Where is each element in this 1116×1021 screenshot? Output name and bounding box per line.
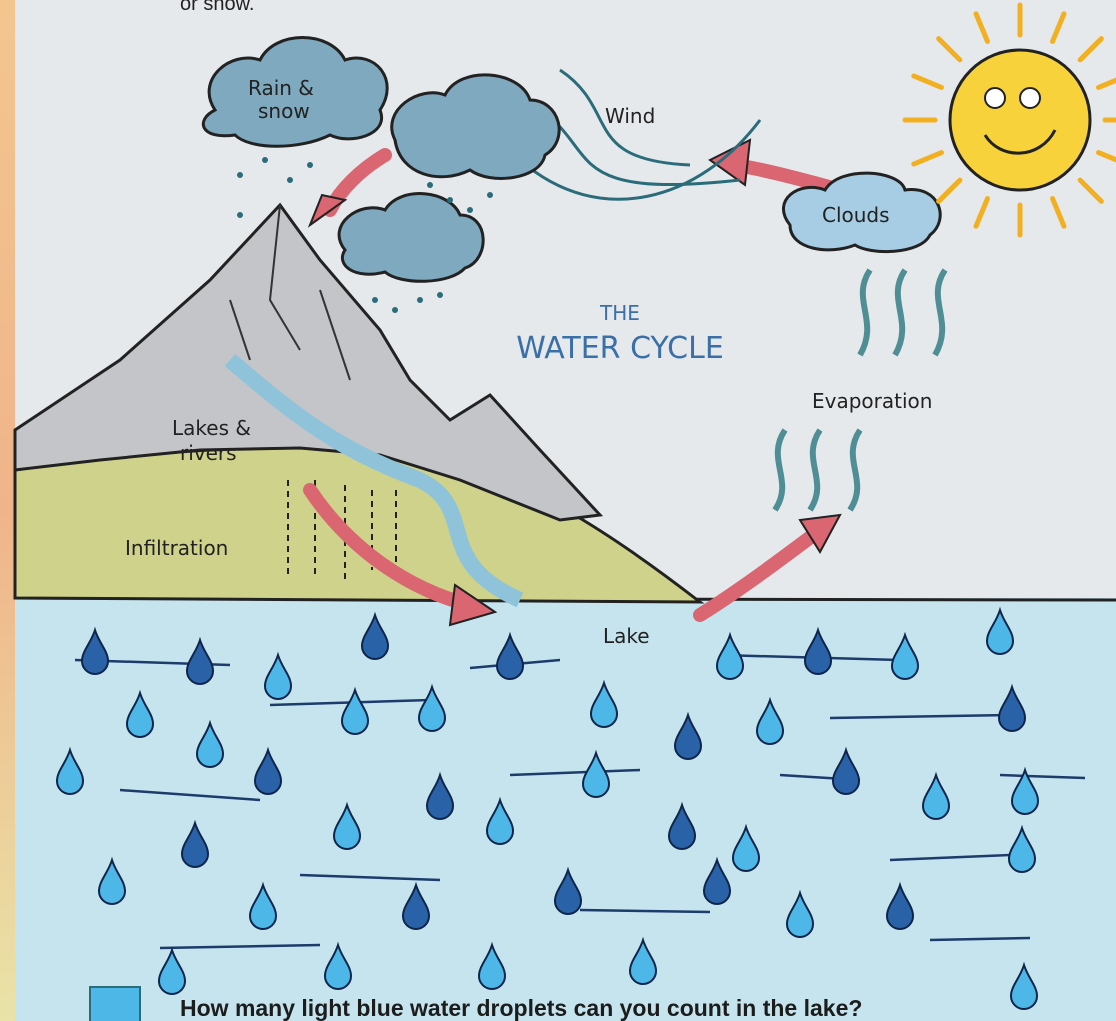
worksheet: or snow. Rain & snow Wind Clouds THE WAT…	[0, 0, 1116, 1021]
infiltration-label: Infiltration	[125, 536, 228, 560]
wind-label: Wind	[605, 104, 655, 128]
evaporation-label: Evaporation	[812, 389, 932, 413]
rain-label: Rain &	[248, 76, 314, 100]
lakes-label: Lakes &	[172, 416, 251, 440]
lakes-label: rivers	[180, 441, 237, 465]
title-small: THE	[599, 301, 640, 325]
lake-label: Lake	[603, 624, 650, 648]
text-fragment: or snow.	[180, 0, 254, 15]
answer-box[interactable]	[90, 987, 140, 1021]
title-large: WATER CYCLE	[516, 331, 724, 366]
rain-label: snow	[258, 99, 310, 123]
lake-area	[15, 598, 1116, 1021]
question: How many light blue water droplets can y…	[180, 995, 862, 1021]
clouds-label: Clouds	[822, 203, 890, 227]
